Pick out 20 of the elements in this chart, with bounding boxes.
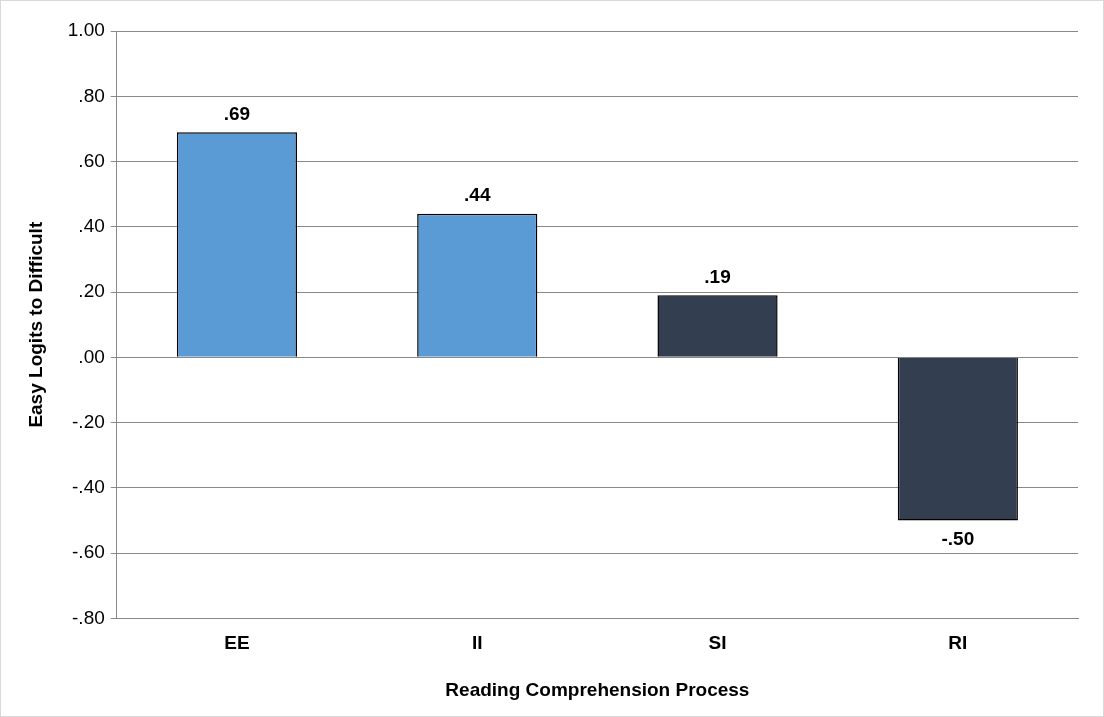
y-tick-label: .40 [78,215,105,237]
y-axis-title: Easy Logits to Difficult [24,221,46,428]
y-tick-label: -.20 [72,410,105,432]
y-tick-label: -.40 [72,476,105,498]
y-tick-label: .80 [78,84,105,106]
y-tick-label: .60 [78,149,105,171]
y-tick-label: .00 [78,345,105,367]
y-tick-label: .20 [78,280,105,302]
data-label: .44 [464,184,491,206]
y-tick-label: -.80 [72,606,105,628]
data-label: -.50 [941,528,975,550]
data-label: .19 [704,266,731,288]
y-tick-label: -.60 [72,541,105,563]
x-tick-label: EE [224,632,250,654]
y-tick-label: 1.00 [67,19,105,41]
x-tick-label: II [471,632,483,654]
data-label: .69 [223,102,251,124]
x-axis-title: Reading Comprehension Process [445,678,750,700]
x-tick-label: SI [708,632,727,654]
x-tick-label: RI [948,632,968,654]
